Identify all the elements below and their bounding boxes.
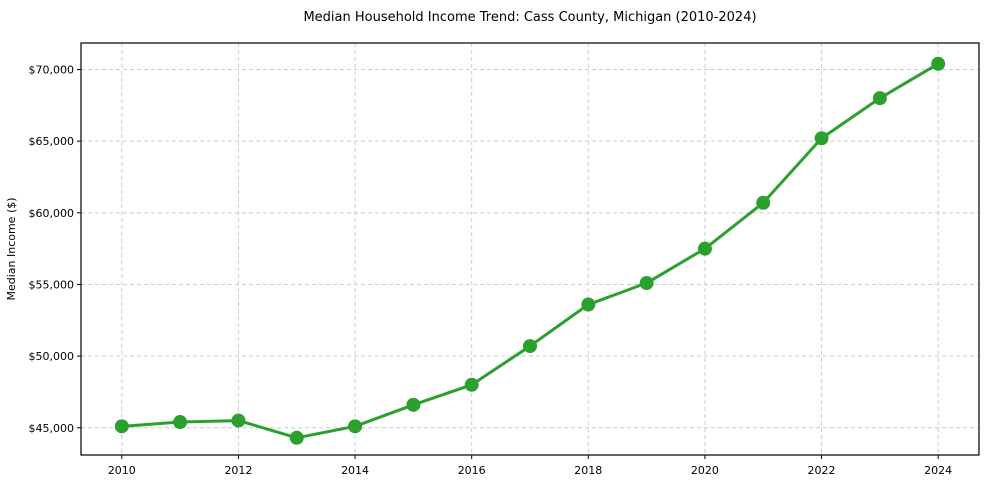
y-axis-label: Median Income ($) [5,197,18,300]
chart-title: Median Household Income Trend: Cass Coun… [303,10,756,25]
x-tick-label: 2020 [691,464,719,477]
axis-ticks [77,69,939,459]
data-series [114,56,946,445]
data-point-2021 [756,195,771,210]
x-tick-label: 2010 [108,464,136,477]
x-tick-label: 2016 [458,464,486,477]
y-tick-label: $45,000 [29,422,75,435]
data-point-2017 [523,339,537,354]
data-point-2023 [872,91,887,106]
data-point-2019 [639,276,654,291]
x-tick-label: 2022 [808,464,836,477]
data-point-2024 [931,56,946,71]
x-tick-label: 2024 [924,464,952,477]
gridlines [81,43,979,455]
y-tick-label: $50,000 [29,350,75,363]
data-point-2014 [348,419,363,434]
y-tick-label: $65,000 [29,135,75,148]
data-point-2011 [173,415,188,430]
x-tick-label: 2014 [341,464,369,477]
data-point-2010 [114,419,129,434]
data-point-2013 [289,430,304,445]
plot-area [81,43,979,455]
x-tick-label: 2018 [574,464,602,477]
data-point-2022 [814,131,829,146]
data-point-2018 [581,297,596,312]
data-point-2016 [464,377,479,392]
y-tick-label: $70,000 [29,64,75,77]
data-point-2012 [231,413,246,428]
plot-border [80,42,980,456]
x-tick-label: 2012 [224,464,252,477]
data-point-2015 [406,397,421,412]
y-tick-label: $60,000 [29,207,75,220]
data-point-2020 [697,241,712,256]
tick-labels: $45,000 $50,000 $55,000 $60,000 $65,000 $70,0… [29,64,953,477]
y-tick-label: $55,000 [29,278,75,291]
